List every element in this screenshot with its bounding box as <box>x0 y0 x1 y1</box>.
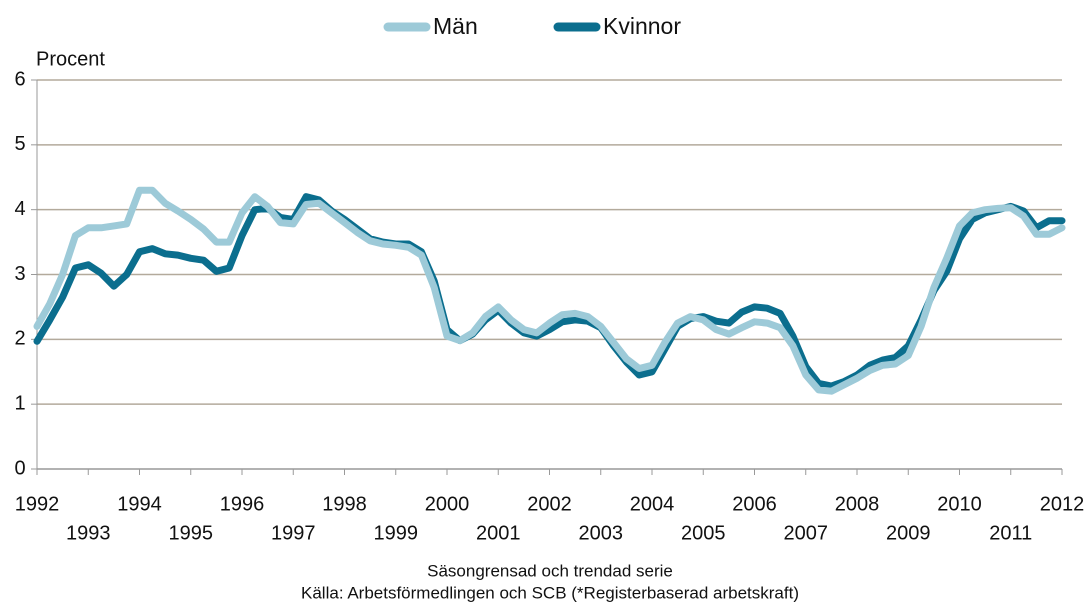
y-tick-label: 3 <box>14 263 25 285</box>
x-tick-label: 2005 <box>681 522 726 544</box>
x-tick-label: 2004 <box>630 493 675 515</box>
x-tick-label: 2001 <box>476 522 521 544</box>
x-tick-label: 2002 <box>527 493 572 515</box>
legend-label: Män <box>433 13 478 39</box>
y-tick-label: 6 <box>14 68 25 90</box>
y-axis-label: Procent <box>36 48 105 70</box>
y-tick-label: 0 <box>14 457 25 479</box>
x-tick-label: 2010 <box>937 493 982 515</box>
x-tick-label: 2000 <box>425 493 470 515</box>
x-tick-label: 2009 <box>886 522 931 544</box>
source: Källa: Arbetsförmedlingen och SCB (*Regi… <box>301 583 799 602</box>
legend-label: Kvinnor <box>603 13 681 39</box>
x-tick-label: 1994 <box>117 493 162 515</box>
series-line <box>33 186 1066 395</box>
x-tick-label: 2012 <box>1040 493 1085 515</box>
note: Säsongrensad och trendad serie <box>427 561 673 580</box>
x-tick-label: 1993 <box>66 522 111 544</box>
x-tick-label: 1998 <box>322 493 367 515</box>
y-tick-label: 2 <box>14 328 25 350</box>
x-tick-label: 2007 <box>784 522 829 544</box>
x-tick-label: 2003 <box>579 522 624 544</box>
y-tick-label: 1 <box>14 392 25 414</box>
x-tick-label: 1996 <box>220 493 265 515</box>
y-tick-label: 4 <box>14 198 25 220</box>
series-line <box>33 193 1066 390</box>
x-tick-label: 1997 <box>271 522 316 544</box>
x-tick-label: 2006 <box>732 493 777 515</box>
y-tick-label: 5 <box>14 133 25 155</box>
x-tick-label: 2011 <box>989 522 1032 544</box>
x-tick-label: 2008 <box>835 493 880 515</box>
x-tick-label: 1999 <box>374 522 419 544</box>
x-tick-label: 1995 <box>169 522 214 544</box>
x-tick-label: 1992 <box>15 493 60 515</box>
